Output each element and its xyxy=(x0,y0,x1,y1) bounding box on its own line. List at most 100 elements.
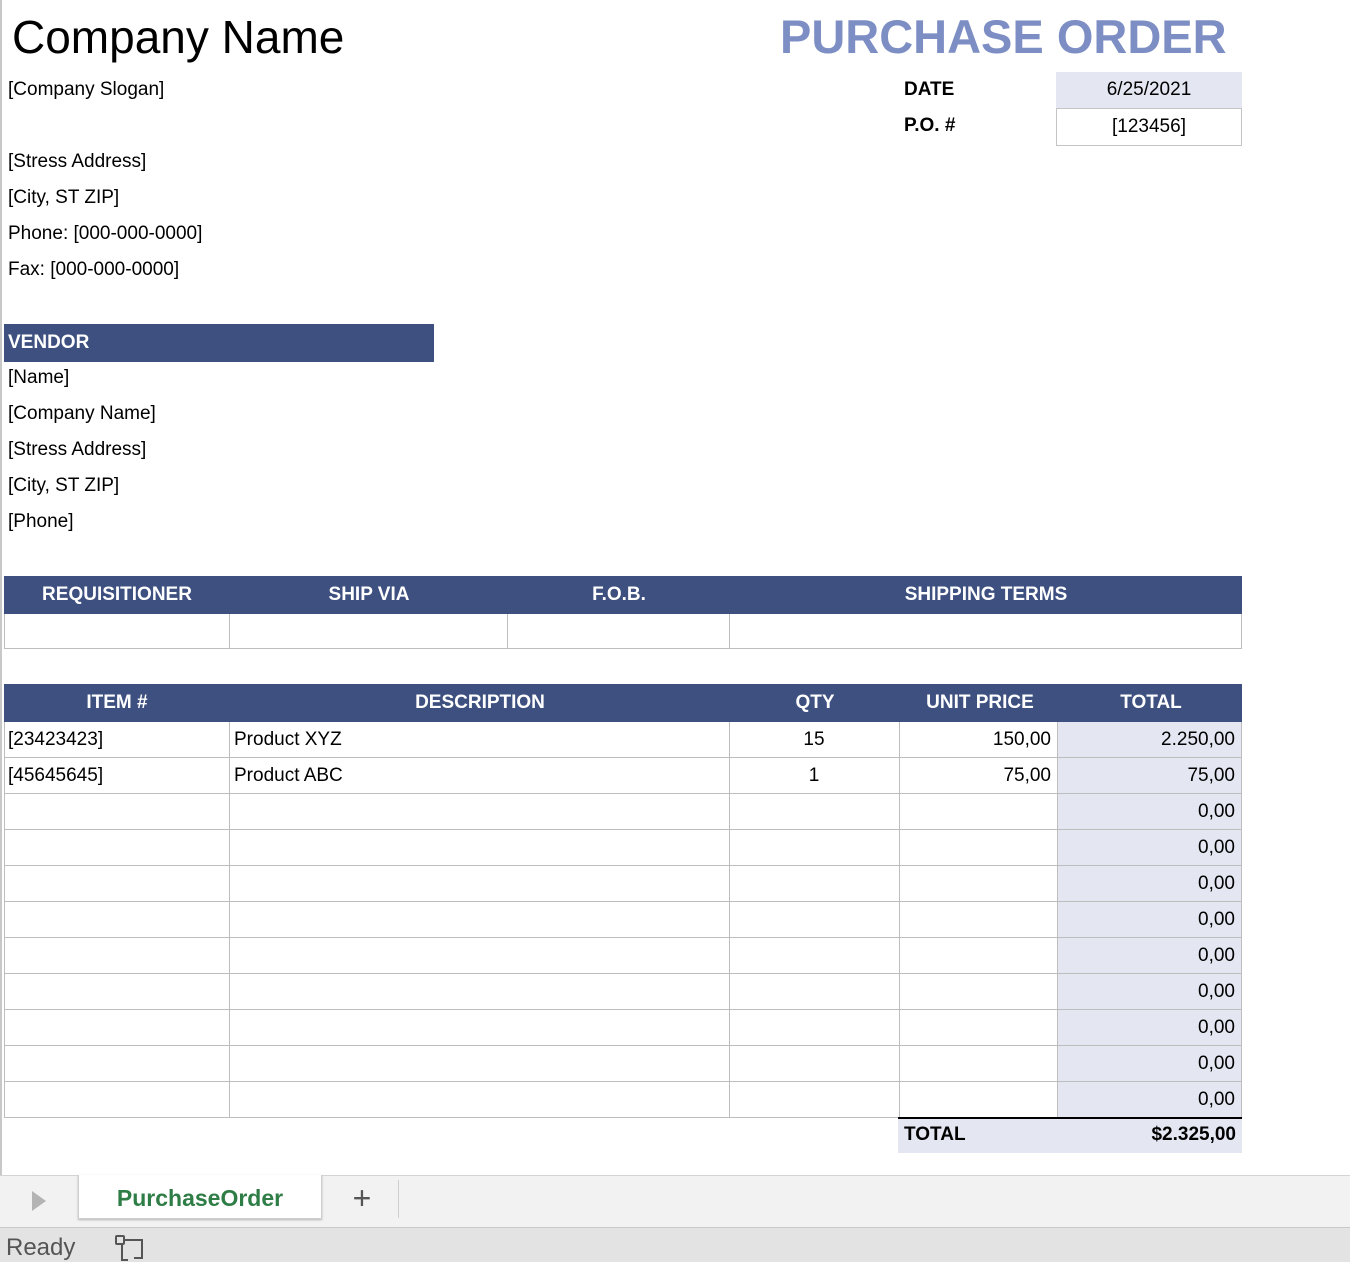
item-number-header[interactable]: ITEM # xyxy=(86,692,148,713)
unit-price-cell[interactable] xyxy=(899,1010,1057,1046)
company-name[interactable]: Company Name xyxy=(12,11,345,63)
description-cell[interactable] xyxy=(229,902,729,938)
po-number-label: P.O. # xyxy=(904,115,956,136)
total-cell[interactable]: 0,00 xyxy=(1198,837,1235,858)
qty-cell[interactable] xyxy=(729,902,899,938)
company-slogan[interactable]: [Company Slogan] xyxy=(8,79,165,100)
description-cell[interactable]: Product XYZ xyxy=(234,729,342,750)
total-cell[interactable]: 0,00 xyxy=(1198,873,1235,894)
document-title[interactable]: PURCHASE ORDER xyxy=(780,10,1227,63)
tab-divider xyxy=(398,1180,399,1218)
qty-cell[interactable] xyxy=(729,1046,899,1082)
description-header[interactable]: DESCRIPTION xyxy=(415,692,545,713)
total-cell-shade xyxy=(1057,902,1241,938)
vendor-city[interactable]: [City, ST ZIP] xyxy=(8,475,120,496)
date-field[interactable]: 6/25/2021 xyxy=(1056,72,1242,108)
item-number-cell[interactable] xyxy=(4,1082,229,1118)
unit-price-cell[interactable] xyxy=(899,938,1057,974)
company-fax[interactable]: Fax: [000-000-0000] xyxy=(8,259,180,280)
total-cell-shade xyxy=(1057,1010,1241,1046)
requisitioner-header[interactable]: REQUISITIONER xyxy=(42,584,192,605)
sheet-tab-bar: PurchaseOrder + xyxy=(0,1175,1350,1227)
qty-cell[interactable] xyxy=(729,974,899,1010)
vendor-header[interactable]: VENDOR xyxy=(4,324,434,362)
fob-header[interactable]: F.O.B. xyxy=(592,584,646,605)
description-cell[interactable] xyxy=(229,1082,729,1118)
grand-total-label: TOTAL xyxy=(904,1124,966,1145)
item-number-cell[interactable] xyxy=(4,1010,229,1046)
item-number-cell[interactable]: [45645645] xyxy=(8,765,104,786)
tab-purchaseorder[interactable]: PurchaseOrder xyxy=(78,1175,322,1219)
item-number-cell[interactable] xyxy=(4,830,229,866)
item-number-cell[interactable] xyxy=(4,902,229,938)
grand-total-value[interactable]: $2.325,00 xyxy=(1151,1124,1236,1145)
qty-cell[interactable] xyxy=(729,1082,899,1118)
total-cell[interactable]: 0,00 xyxy=(1198,1017,1235,1038)
po-number-field[interactable]: [123456] xyxy=(1056,108,1242,146)
unit-price-cell[interactable] xyxy=(899,1046,1057,1082)
macro-record-icon[interactable] xyxy=(114,1234,146,1262)
item-number-cell[interactable] xyxy=(4,974,229,1010)
total-cell[interactable]: 0,00 xyxy=(1198,981,1235,1002)
total-header[interactable]: TOTAL xyxy=(1120,692,1182,713)
grand-total-row xyxy=(898,1117,1242,1153)
description-cell[interactable] xyxy=(229,866,729,902)
total-cell[interactable]: 0,00 xyxy=(1198,1089,1235,1110)
unit-price-cell[interactable]: 75,00 xyxy=(1003,765,1051,786)
qty-cell[interactable] xyxy=(729,938,899,974)
unit-price-header[interactable]: UNIT PRICE xyxy=(926,692,1034,713)
vendor-phone[interactable]: [Phone] xyxy=(8,511,74,532)
total-cell[interactable]: 75,00 xyxy=(1187,765,1235,786)
qty-cell[interactable] xyxy=(729,1010,899,1046)
item-number-cell[interactable] xyxy=(4,938,229,974)
item-number-cell[interactable] xyxy=(4,1046,229,1082)
ship-via-header[interactable]: SHIP VIA xyxy=(328,584,410,605)
total-cell-shade xyxy=(1057,1046,1241,1082)
unit-price-cell[interactable] xyxy=(899,902,1057,938)
company-address-line[interactable]: [Stress Address] xyxy=(8,151,147,172)
worksheet[interactable]: Company Name PURCHASE ORDER [Company Slo… xyxy=(0,0,1350,1175)
total-cell-shade xyxy=(1057,866,1241,902)
company-address-line[interactable]: [City, ST ZIP] xyxy=(8,187,120,208)
description-cell[interactable] xyxy=(229,1010,729,1046)
plus-icon[interactable]: + xyxy=(352,1180,372,1216)
unit-price-cell[interactable] xyxy=(899,830,1057,866)
unit-price-cell[interactable] xyxy=(899,1082,1057,1118)
total-cell-shade xyxy=(1057,758,1241,794)
qty-cell[interactable] xyxy=(729,866,899,902)
shipping-terms-header[interactable]: SHIPPING TERMS xyxy=(904,584,1068,605)
total-cell-shade xyxy=(1057,938,1241,974)
description-cell[interactable] xyxy=(229,974,729,1010)
qty-cell[interactable]: 15 xyxy=(803,729,825,750)
status-bar: Ready xyxy=(0,1227,1350,1262)
qty-cell[interactable] xyxy=(729,794,899,830)
description-cell[interactable] xyxy=(229,938,729,974)
company-phone[interactable]: Phone: [000-000-0000] xyxy=(8,223,203,244)
total-cell[interactable]: 0,00 xyxy=(1198,801,1235,822)
vendor-name[interactable]: [Name] xyxy=(8,367,70,388)
description-cell[interactable] xyxy=(229,1046,729,1082)
unit-price-cell[interactable]: 150,00 xyxy=(992,729,1051,750)
status-text: Ready xyxy=(6,1234,76,1261)
play-icon[interactable] xyxy=(32,1191,46,1211)
qty-header[interactable]: QTY xyxy=(795,692,835,713)
total-cell[interactable]: 2.250,00 xyxy=(1161,729,1235,750)
qty-cell[interactable] xyxy=(729,830,899,866)
description-cell[interactable] xyxy=(229,794,729,830)
vendor-company[interactable]: [Company Name] xyxy=(8,403,156,424)
total-cell[interactable]: 0,00 xyxy=(1198,945,1235,966)
qty-cell[interactable]: 1 xyxy=(808,765,820,786)
item-number-cell[interactable] xyxy=(4,794,229,830)
total-cell[interactable]: 0,00 xyxy=(1198,909,1235,930)
unit-price-cell[interactable] xyxy=(899,794,1057,830)
total-cell[interactable]: 0,00 xyxy=(1198,1053,1235,1074)
unit-price-cell[interactable] xyxy=(899,866,1057,902)
item-number-cell[interactable] xyxy=(4,866,229,902)
total-cell-shade xyxy=(1057,1082,1241,1118)
unit-price-cell[interactable] xyxy=(899,974,1057,1010)
vendor-heading: VENDOR xyxy=(8,332,90,353)
vendor-address[interactable]: [Stress Address] xyxy=(8,439,147,460)
item-number-cell[interactable]: [23423423] xyxy=(8,729,104,750)
description-cell[interactable]: Product ABC xyxy=(234,765,343,786)
description-cell[interactable] xyxy=(229,830,729,866)
